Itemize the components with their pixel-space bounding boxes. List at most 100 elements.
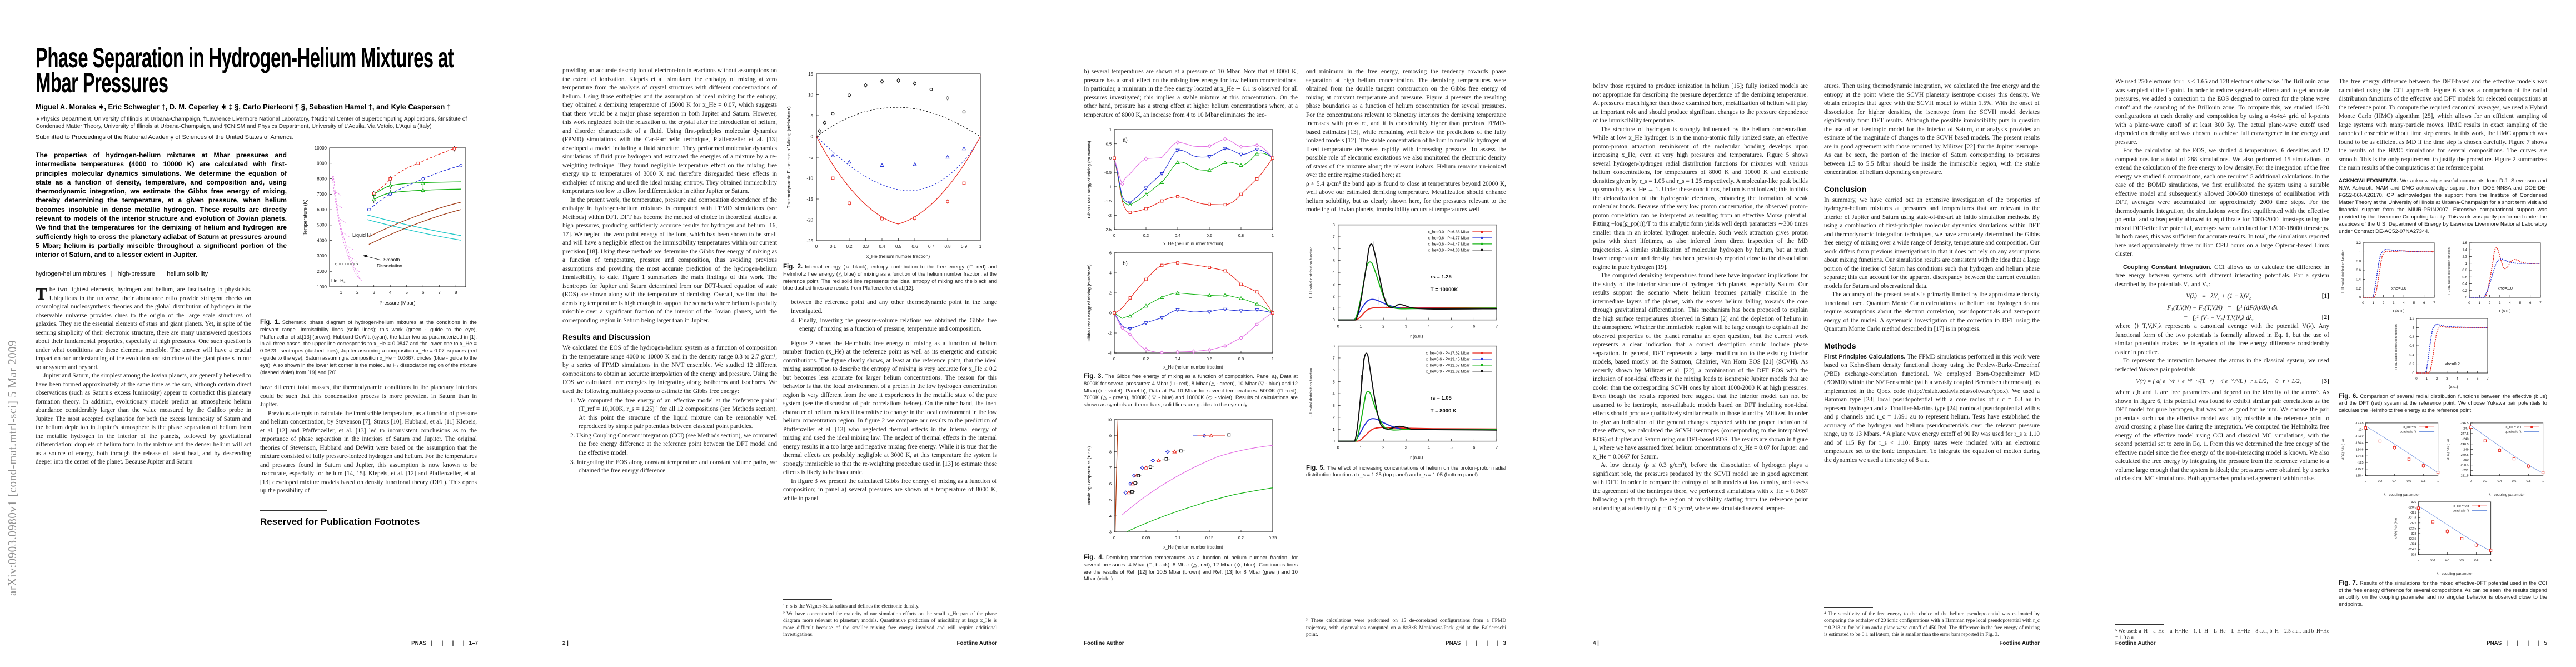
- curve-10000k: [1114, 312, 1273, 353]
- figure-5-bottom-panel: 8 7 6 5 4 3 2 1 0 0 1 2 3 4 5 6 7 H-H radial distributi…: [1309, 344, 1498, 460]
- hubbard-dewitt-lower: [367, 219, 461, 241]
- tick-label: 7: [1109, 465, 1112, 470]
- tick-label: 6: [422, 290, 425, 295]
- tick-label: 2: [1333, 293, 1335, 298]
- figure-2-mixing-functions: 15 10 5 0 -5 -10 -15 -20 -25 0 0.1 0.2 0.3 0.4 0.5 0.6…: [786, 72, 982, 259]
- tick-label: 2: [1333, 415, 1335, 420]
- tick-label: 2: [1382, 445, 1384, 450]
- rdf-xhe00: [1338, 306, 1497, 321]
- body-paragraph: providing an accurate description of ele…: [562, 67, 777, 195]
- quadratic-fit: [2418, 505, 2491, 551]
- curve-10mbar: [1114, 148, 1273, 203]
- body-paragraph: The accuracy of the present results is p…: [1824, 291, 2040, 332]
- figure-7-row: -123.8 -124 -124.2 -124.4 -124.6 -124.8 -125 -1…: [2339, 420, 2547, 499]
- page-footer-left: 4 |: [1593, 640, 1599, 646]
- tick-label: -124.8: [2355, 455, 2364, 458]
- tick-label: 0: [2365, 480, 2366, 483]
- text-column: Fig. 1. Schematic phase diagram of hydrog…: [260, 317, 477, 637]
- saturn-isentrope: [367, 163, 463, 212]
- tick-label: 15: [808, 72, 813, 77]
- tick-label: -2: [1108, 213, 1112, 218]
- footnote-rule: [783, 599, 832, 600]
- body-paragraph: The structure of hydrogen is strongly in…: [1593, 126, 1808, 271]
- body-paragraph: have different total masses, the thermod…: [260, 384, 477, 409]
- tick-label: -123.8: [2355, 422, 2364, 425]
- tick-label: 1: [2489, 559, 2491, 562]
- tick-label: 0.2: [1143, 233, 1149, 238]
- fig6p2-xlabel: r (a.u.): [2499, 310, 2511, 313]
- text-column: providing an accurate description of ele…: [562, 67, 777, 637]
- tick-label: -124: [2357, 429, 2363, 432]
- label-smooth: Smooth: [383, 257, 400, 262]
- range-left-chevron: <: [335, 262, 337, 267]
- tick-label: -322.5: [2407, 527, 2416, 530]
- body-paragraph: where a,b and L are free parameters and …: [2115, 389, 2329, 482]
- tick-label: 0.8: [2356, 259, 2361, 263]
- tick-label: 0: [1337, 445, 1339, 450]
- cci-points: [2364, 425, 2440, 475]
- body-paragraph: b) several temperatures are shown at a p…: [1084, 68, 1298, 118]
- fig3a-ylabel: Gibbs Free Energy of Mixing (mHa/atom): [1087, 141, 1092, 218]
- tick-label: 4: [2456, 377, 2458, 381]
- fig7p2-ylabel: dF(λ) / dλ (Ha): [2447, 439, 2450, 460]
- tick-label: 4000: [317, 238, 327, 243]
- tick-label: 1.6: [2462, 241, 2467, 245]
- this-work-immiscibility: [372, 180, 461, 203]
- tick-label: 4: [2509, 301, 2511, 305]
- page-footer-right: PNAS | | | | 3: [1446, 640, 1506, 646]
- tick-label: 0.8: [2421, 480, 2426, 483]
- tick-label: 0: [2362, 301, 2364, 305]
- fig7p1-ylabel: dF(λ) / dλ (Ha): [2341, 439, 2345, 460]
- tick-label: 1: [979, 244, 982, 249]
- tick-label: 0.8: [1238, 233, 1244, 238]
- figure-5-top-panel: 8 7 6 5 4 3 2 1 0 0 1 2 3 4 5 6 7 H-H radial distributi…: [1309, 222, 1498, 339]
- affiliation-line: ∗Physics Department, University of Illin…: [36, 116, 467, 130]
- tick-label: 1: [1333, 305, 1335, 310]
- tick-label: 0.6: [2459, 559, 2464, 562]
- tick-label: -124.6: [2355, 448, 2364, 451]
- svg-text:x_he=0.6 - P=13.45 Mbar: x_he=0.6 - P=13.45 Mbar: [1426, 357, 1471, 361]
- page-footer-right: PNAS | | | | 5: [2487, 640, 2547, 646]
- tick-label: 0: [1333, 439, 1335, 444]
- tick-label: 4: [2403, 301, 2405, 305]
- tick-label: 7: [1496, 323, 1498, 328]
- tick-label: 2: [356, 290, 359, 295]
- text-column: We used 250 electrons for r_s < 1.65 and…: [2115, 78, 2329, 641]
- tick-label: 5: [2466, 377, 2468, 381]
- tick-label: 0: [1113, 233, 1115, 238]
- demixing-points-8mbar: [1127, 434, 1225, 495]
- tick-label: -324.5: [2407, 548, 2416, 551]
- tick-label: 1: [2542, 480, 2544, 483]
- fig4-ylabel: Demixing Temperature (10³ K): [1087, 446, 1092, 505]
- fig7p1-xlabel: λ - coupling parameter: [2384, 493, 2420, 497]
- tick-label: 2: [2383, 301, 2385, 305]
- page-footer-left: 2 |: [562, 640, 569, 646]
- tick-label: -247: [2462, 427, 2468, 430]
- tick-label: -321.5: [2407, 516, 2416, 520]
- tick-label: -250.5: [2460, 464, 2469, 467]
- tick-label: -325: [2410, 554, 2416, 557]
- tick-label: 6: [1473, 445, 1475, 450]
- tick-label: -4: [1108, 351, 1112, 356]
- tick-label: 0.4: [1175, 233, 1180, 238]
- tick-label: 0.2: [2430, 559, 2435, 562]
- tick-label: 0.8: [2527, 480, 2531, 483]
- list-item-continuation: between the reference point and any othe…: [791, 299, 997, 315]
- tick-label: 0.6: [911, 244, 918, 249]
- section-heading-results: Results and Discussion: [562, 332, 650, 341]
- effective-model-curve: [2416, 323, 2488, 374]
- tick-label: 9000: [317, 161, 327, 166]
- panel-label-b: b): [1123, 261, 1128, 267]
- tick-label: 0.2: [2378, 480, 2382, 483]
- tick-label: 0.5: [1106, 141, 1112, 146]
- tick-label: 4: [389, 290, 392, 295]
- tick-label: -247.5: [2460, 432, 2469, 436]
- dissociation-arrow: [339, 254, 382, 265]
- tick-label: -250: [2462, 459, 2468, 462]
- hubbard-dewitt-upper: [367, 215, 461, 236]
- tick-label: 1: [1359, 445, 1362, 450]
- tick-label: 1: [2359, 250, 2361, 254]
- tick-label: -320: [2410, 501, 2416, 504]
- figure-4-demixing-temperatures: 10 9 8 7 6 5 4 3 0 0.05 0.1 0.15 0.2 0.25 Demixing T…: [1087, 417, 1277, 550]
